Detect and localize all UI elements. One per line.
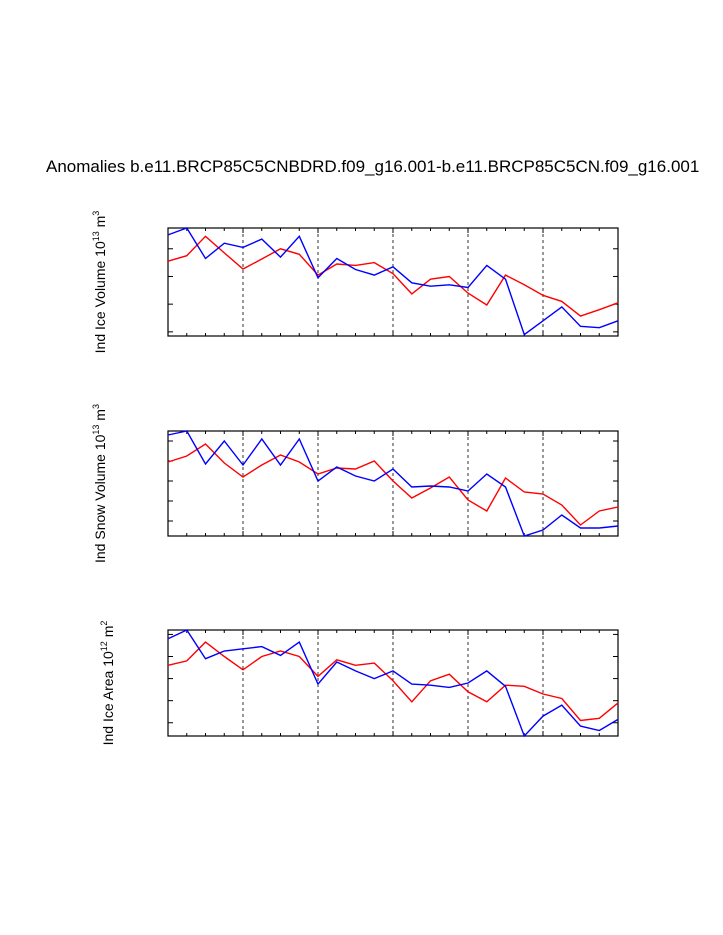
y-axis-title-part: Ind Ice Area 10 bbox=[100, 651, 116, 745]
series-line-red bbox=[167, 641, 619, 722]
y-axis-title-part: 3 bbox=[91, 211, 101, 216]
y-axis-title-part: m bbox=[100, 626, 116, 642]
chart-panel-1: Ind Ice Volume 1013 m3 bbox=[91, 211, 619, 354]
plot-frame bbox=[167, 430, 619, 537]
y-axis-title-part: 2 bbox=[99, 621, 109, 626]
series-line-blue bbox=[167, 227, 619, 336]
y-axis-title-part: m bbox=[92, 216, 108, 232]
y-axis-title: Ind Ice Volume 1013 m3 bbox=[91, 211, 108, 354]
chart-panel-2: Ind Snow Volume 1013 m3 bbox=[91, 404, 619, 563]
y-axis-title: Ind Ice Area 1012 m2 bbox=[99, 621, 116, 746]
y-axis-title-part: Ind Snow Volume 10 bbox=[92, 434, 108, 563]
y-axis-title-part: 12 bbox=[99, 641, 109, 651]
series-line-red bbox=[167, 235, 619, 317]
y-axis-title: Ind Snow Volume 1013 m3 bbox=[91, 404, 108, 563]
y-axis-title-part: 3 bbox=[91, 404, 101, 409]
page-title: Anomalies b.e11.BRCP85C5CNBDRD.f09_g16.0… bbox=[46, 157, 699, 176]
y-axis-title-part: 13 bbox=[91, 425, 101, 435]
series-line-red bbox=[167, 443, 619, 526]
series-line-blue bbox=[167, 629, 619, 738]
chart-panel-3: Ind Ice Area 1012 m2 bbox=[99, 621, 619, 746]
y-axis-title-part: 13 bbox=[91, 231, 101, 241]
y-axis-title-part: Ind Ice Volume 10 bbox=[92, 241, 108, 353]
y-axis-title-part: m bbox=[92, 409, 108, 425]
series-line-blue bbox=[167, 430, 619, 537]
